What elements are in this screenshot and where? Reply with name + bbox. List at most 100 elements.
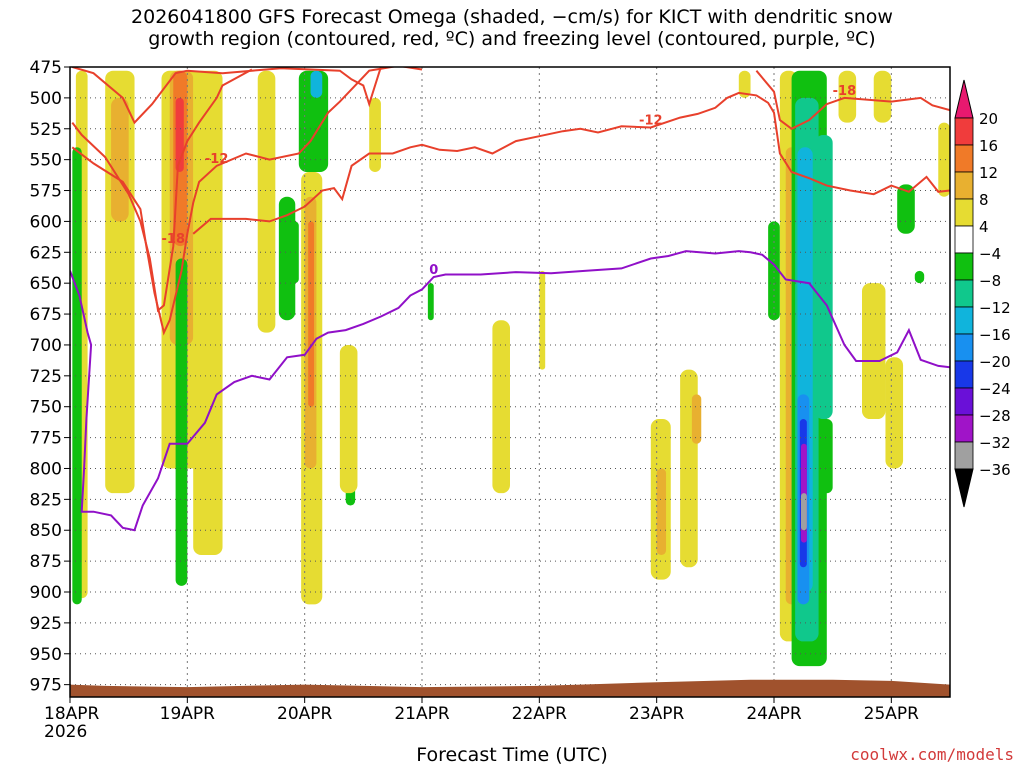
colorbar-top-arrow <box>954 79 974 119</box>
pressure-tick-label: 975 <box>30 676 62 696</box>
freezing-level-isotherm-label: 0 <box>429 263 438 278</box>
colorbar-tick-label: −28 <box>979 407 1011 425</box>
omega-shade-cell <box>175 258 188 586</box>
omega-shade-cell <box>427 283 434 321</box>
pressure-tick-label: 625 <box>30 243 62 263</box>
terrain-band <box>70 679 950 697</box>
omega-shade-cell <box>873 70 892 123</box>
plot-frame <box>69 66 951 698</box>
pressure-tick-label: 525 <box>30 120 62 140</box>
pressure-tick-label: 875 <box>30 552 62 572</box>
omega-shade-cell <box>290 221 299 284</box>
omega-shade-cell <box>914 270 925 284</box>
pressure-tick-label: 825 <box>30 490 62 510</box>
dgz-isotherm-label: -18 <box>833 84 857 99</box>
omega-shade-cell <box>369 97 381 172</box>
pressure-tick-label: 600 <box>30 212 62 232</box>
colorbar-tick-label: −24 <box>979 380 1011 398</box>
colorbar-swatch <box>954 279 974 308</box>
colorbar-swatch <box>954 171 974 200</box>
time-tick-label: 22APR <box>512 704 568 724</box>
colorbar-tick-label: 12 <box>979 164 998 182</box>
pressure-tick-label: 775 <box>30 429 62 449</box>
colorbar-tick-label: 4 <box>979 218 989 236</box>
dgz-isotherm-label: -18 <box>162 232 186 247</box>
time-tick-label: 20APR <box>277 704 333 724</box>
pressure-tick-label: 650 <box>30 274 62 294</box>
time-tick-label: 25APR <box>864 704 920 724</box>
colorbar-tick-label: −16 <box>979 326 1011 344</box>
freezing-level-isotherm <box>70 250 950 532</box>
omega-shade-cell <box>738 70 751 98</box>
omega-shade-cell <box>800 493 807 531</box>
omega-shade-cell <box>308 221 315 407</box>
omega-shade-cell <box>492 320 510 494</box>
pressure-tick-label: 925 <box>30 614 62 634</box>
time-year-label: 2026 <box>44 722 87 742</box>
pressure-axis: 475 500 525 550 575 600 625 650 675 700 725 750 775 8… <box>30 58 70 696</box>
time-tick-label: 24APR <box>746 704 802 724</box>
colorbar-swatch <box>954 360 974 389</box>
x-axis-label: Forecast Time (UTC) <box>416 744 608 766</box>
grid-lines <box>70 67 950 697</box>
time-tick-label: 18APR <box>44 704 100 724</box>
chart-title-line-1: 2026041800 GFS Forecast Omega (shaded, −… <box>131 6 893 28</box>
colorbar-tick-label: −4 <box>979 245 1001 263</box>
colorbar-swatch <box>954 306 974 335</box>
omega-shade-cell <box>691 394 702 444</box>
colorbar-tick-label: 20 <box>979 110 998 128</box>
colorbar-tick-label: −8 <box>979 272 1001 290</box>
omega-shade-cell <box>768 221 780 321</box>
dgz-isotherm <box>71 68 253 313</box>
time-axis: 18APR 19APR 20APR 21APR 22APR 23APR 24APR 25APR… <box>44 697 919 742</box>
omega-shade-cell <box>199 221 217 481</box>
omega-shade-cell <box>862 283 886 420</box>
colorbar-swatch <box>954 387 974 416</box>
pressure-tick-label: 500 <box>30 89 62 109</box>
dgz-isotherm-label: -12 <box>639 114 663 129</box>
pressure-tick-label: 725 <box>30 367 62 387</box>
omega-shade-cell <box>310 70 323 98</box>
temperature-contours: -18 -18 -12 -12 -18 0 <box>70 67 950 532</box>
colorbar-swatch <box>954 333 974 362</box>
colorbar-tick-label: 8 <box>979 191 989 209</box>
colorbar-swatch <box>954 198 974 227</box>
pressure-tick-label: 800 <box>30 459 62 479</box>
pressure-tick-label: 575 <box>30 182 62 202</box>
dgz-isotherm <box>192 91 950 235</box>
omega-shade-cell <box>838 70 857 123</box>
colorbar-swatch <box>954 414 974 443</box>
colorbar-tick-label: −36 <box>979 461 1011 479</box>
colorbar-swatch <box>954 441 974 470</box>
pressure-tick-label: 900 <box>30 583 62 603</box>
dgz-isotherm <box>755 70 950 130</box>
pressure-tick-label: 675 <box>30 305 62 325</box>
time-tick-label: 23APR <box>629 704 685 724</box>
colorbar-swatch <box>954 117 974 146</box>
pressure-tick-label: 700 <box>30 336 62 356</box>
colorbar-tick-label: −32 <box>979 434 1011 452</box>
omega-shade-cell <box>815 134 833 420</box>
pressure-tick-label: 750 <box>30 398 62 418</box>
colorbar-tick-label: 16 <box>979 137 998 155</box>
chart-title-line-2: growth region (contoured, red, ºC) and f… <box>148 28 876 50</box>
omega-shade-cell <box>339 344 358 494</box>
omega-colorbar: 20 16 12 8 4 −4 −8 −12 −16 −20 −24 −28 −32 −36 <box>954 79 1011 508</box>
omega-shade-cell <box>72 147 82 605</box>
dgz-isotherm-label: -12 <box>205 152 229 167</box>
colorbar-bottom-arrow <box>954 468 974 508</box>
pressure-tick-label: 550 <box>30 151 62 171</box>
omega-shade-cell <box>885 357 904 469</box>
omega-shade-cell <box>539 270 546 370</box>
colorbar-swatch <box>954 252 974 281</box>
omega-shade-cell <box>656 468 667 555</box>
omega-shade-cell <box>820 419 833 494</box>
credit-text: coolwx.com/models <box>850 745 1014 764</box>
colorbar-tick-label: −20 <box>979 353 1011 371</box>
dgz-isotherm <box>72 67 382 125</box>
surface-terrain <box>70 679 950 697</box>
colorbar-swatch <box>954 144 974 173</box>
omega-shade-cell <box>111 97 129 222</box>
dgz-isotherm <box>71 67 423 336</box>
